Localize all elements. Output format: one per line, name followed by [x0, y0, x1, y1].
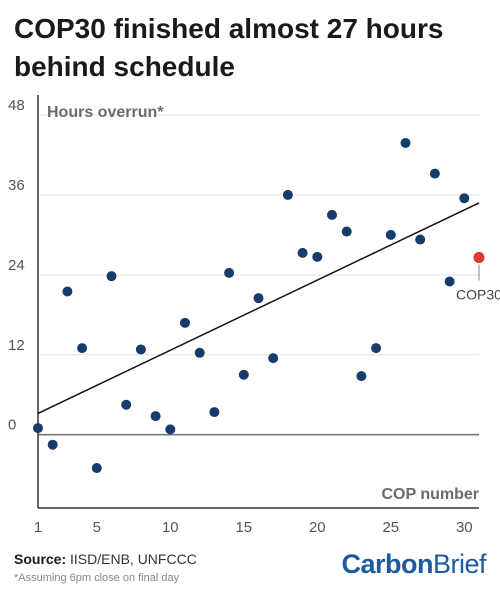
- data-point: [194, 347, 205, 358]
- data-point: [327, 209, 337, 220]
- logo-part1: Carbon: [341, 549, 433, 579]
- data-point: [282, 189, 293, 200]
- data-point: [47, 439, 58, 450]
- data-point: [91, 463, 102, 474]
- x-tick-label: 10: [162, 519, 179, 536]
- highlight-point: [473, 252, 485, 264]
- data-point: [356, 371, 367, 382]
- data-point: [77, 343, 88, 354]
- data-point: [415, 234, 426, 245]
- data-point: [253, 293, 264, 304]
- x-tick-label: 30: [456, 519, 473, 536]
- data-point: [400, 137, 411, 148]
- data-point: [385, 229, 396, 240]
- source-label: Source:: [14, 551, 67, 567]
- data-point: [459, 193, 470, 204]
- annotation-label: COP30: [456, 287, 500, 303]
- data-point: [312, 251, 323, 262]
- data-point: [180, 317, 190, 328]
- axes: [37, 95, 479, 509]
- carbonbrief-logo[interactable]: CarbonBrief: [341, 549, 486, 580]
- x-axis-title: COP number: [382, 486, 480, 503]
- data-point: [121, 399, 132, 410]
- data-point: [62, 286, 73, 297]
- x-tick-label: 15: [235, 519, 252, 536]
- trend-line: [37, 202, 480, 415]
- data-point: [106, 271, 117, 282]
- data-point: [135, 344, 146, 355]
- y-tick-label: 0: [8, 417, 16, 434]
- source-text: IISD/ENB, UNFCCC: [70, 551, 197, 567]
- footnote: *Assuming 6pm close on final day: [14, 572, 180, 584]
- x-tick-label: 20: [309, 519, 326, 536]
- y-tick-label: 48: [8, 97, 25, 114]
- annotations: COP30: [456, 264, 500, 303]
- chart-title: COP30 finished almost 27 hours behind sc…: [14, 13, 444, 82]
- data-point: [371, 343, 382, 354]
- data-point: [165, 424, 176, 435]
- gridlines: [38, 114, 479, 436]
- logo-part2: Brief: [432, 549, 487, 579]
- data-point: [341, 226, 352, 237]
- x-tick-label: 25: [382, 519, 399, 536]
- data-points: [33, 137, 485, 474]
- data-point: [238, 369, 249, 380]
- x-tick-label: 5: [93, 519, 101, 536]
- y-tick-label: 36: [8, 177, 25, 194]
- x-tick-label: 1: [34, 519, 42, 536]
- source-line: Source: IISD/ENB, UNFCCC: [14, 551, 197, 567]
- data-point: [150, 411, 161, 422]
- data-point: [33, 423, 43, 434]
- data-point: [224, 267, 235, 278]
- data-point: [209, 407, 220, 418]
- data-point: [429, 168, 440, 179]
- y-axis-title: Hours overrun*: [47, 104, 164, 121]
- data-point: [297, 247, 308, 258]
- data-point: [268, 353, 279, 364]
- y-tick-label: 12: [8, 337, 25, 354]
- data-point: [444, 276, 455, 287]
- y-tick-label: 24: [8, 257, 25, 274]
